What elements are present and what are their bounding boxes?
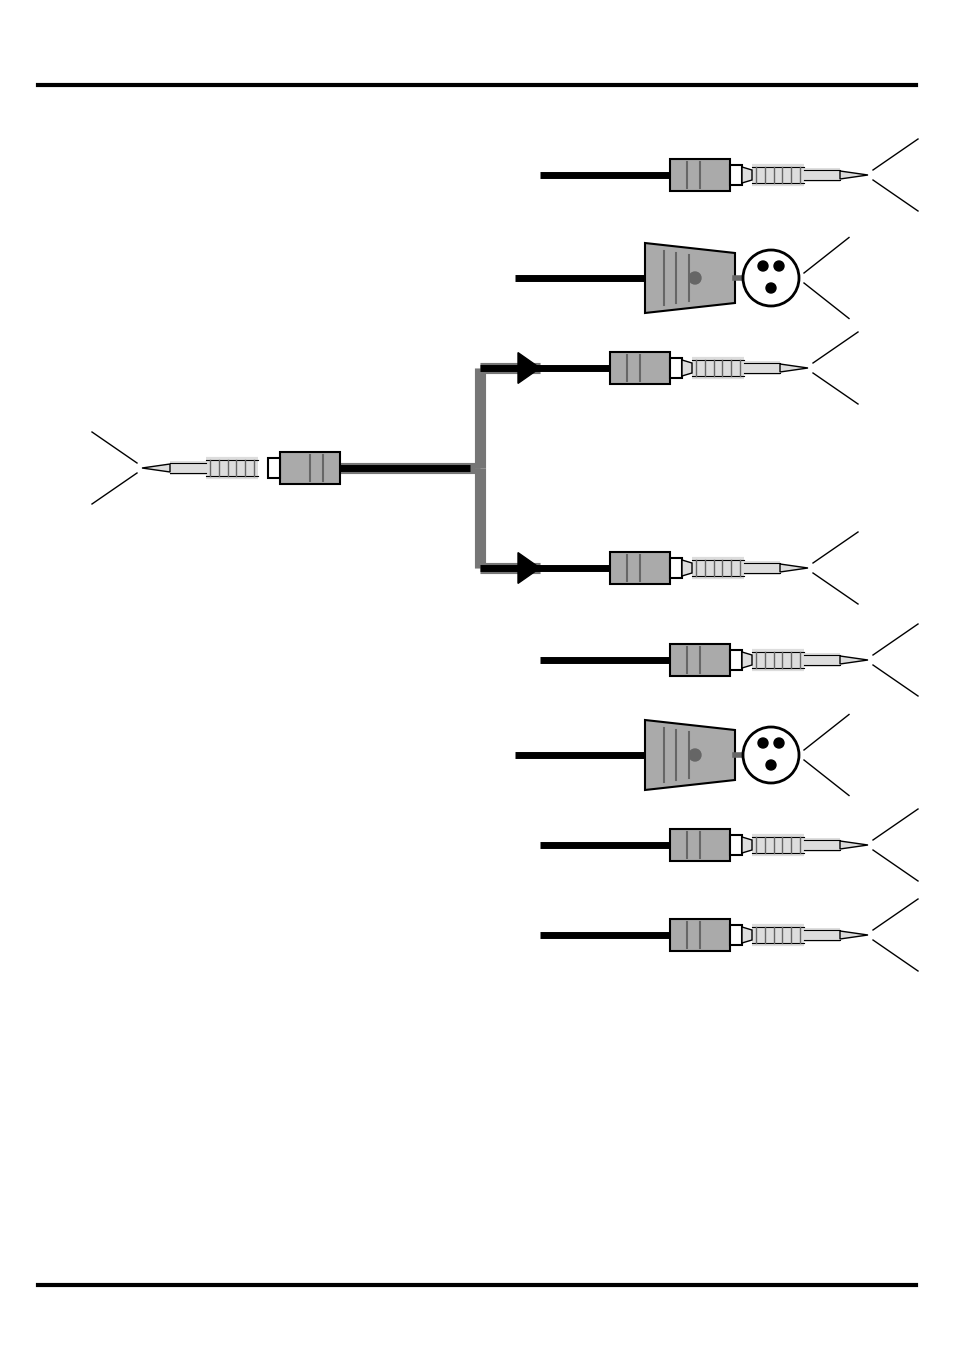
Polygon shape (780, 363, 807, 372)
Polygon shape (840, 931, 867, 939)
Bar (280, 453, 339, 484)
Polygon shape (681, 359, 691, 376)
Circle shape (688, 748, 700, 761)
Bar (268, 458, 280, 478)
Polygon shape (741, 653, 751, 667)
Polygon shape (644, 243, 734, 313)
Bar (729, 925, 741, 944)
Bar (669, 159, 729, 190)
Circle shape (773, 738, 783, 748)
Polygon shape (681, 561, 691, 576)
Circle shape (758, 738, 767, 748)
Polygon shape (840, 657, 867, 663)
Bar (669, 558, 681, 578)
Polygon shape (517, 353, 539, 384)
Polygon shape (840, 842, 867, 848)
Bar (729, 835, 741, 855)
Circle shape (742, 727, 799, 784)
Circle shape (773, 261, 783, 272)
Bar (609, 553, 669, 584)
Circle shape (765, 761, 775, 770)
Bar (669, 830, 729, 861)
Circle shape (688, 272, 700, 284)
Bar (669, 919, 729, 951)
Polygon shape (517, 553, 539, 584)
Circle shape (742, 250, 799, 305)
Polygon shape (741, 838, 751, 852)
Circle shape (765, 282, 775, 293)
Polygon shape (741, 927, 751, 943)
Bar (669, 644, 729, 676)
Polygon shape (644, 720, 734, 790)
Bar (729, 650, 741, 670)
Bar (609, 353, 669, 384)
Polygon shape (840, 172, 867, 178)
Bar (669, 358, 681, 378)
Circle shape (758, 261, 767, 272)
Bar (729, 165, 741, 185)
Polygon shape (780, 563, 807, 571)
Polygon shape (741, 168, 751, 182)
Polygon shape (142, 463, 170, 471)
